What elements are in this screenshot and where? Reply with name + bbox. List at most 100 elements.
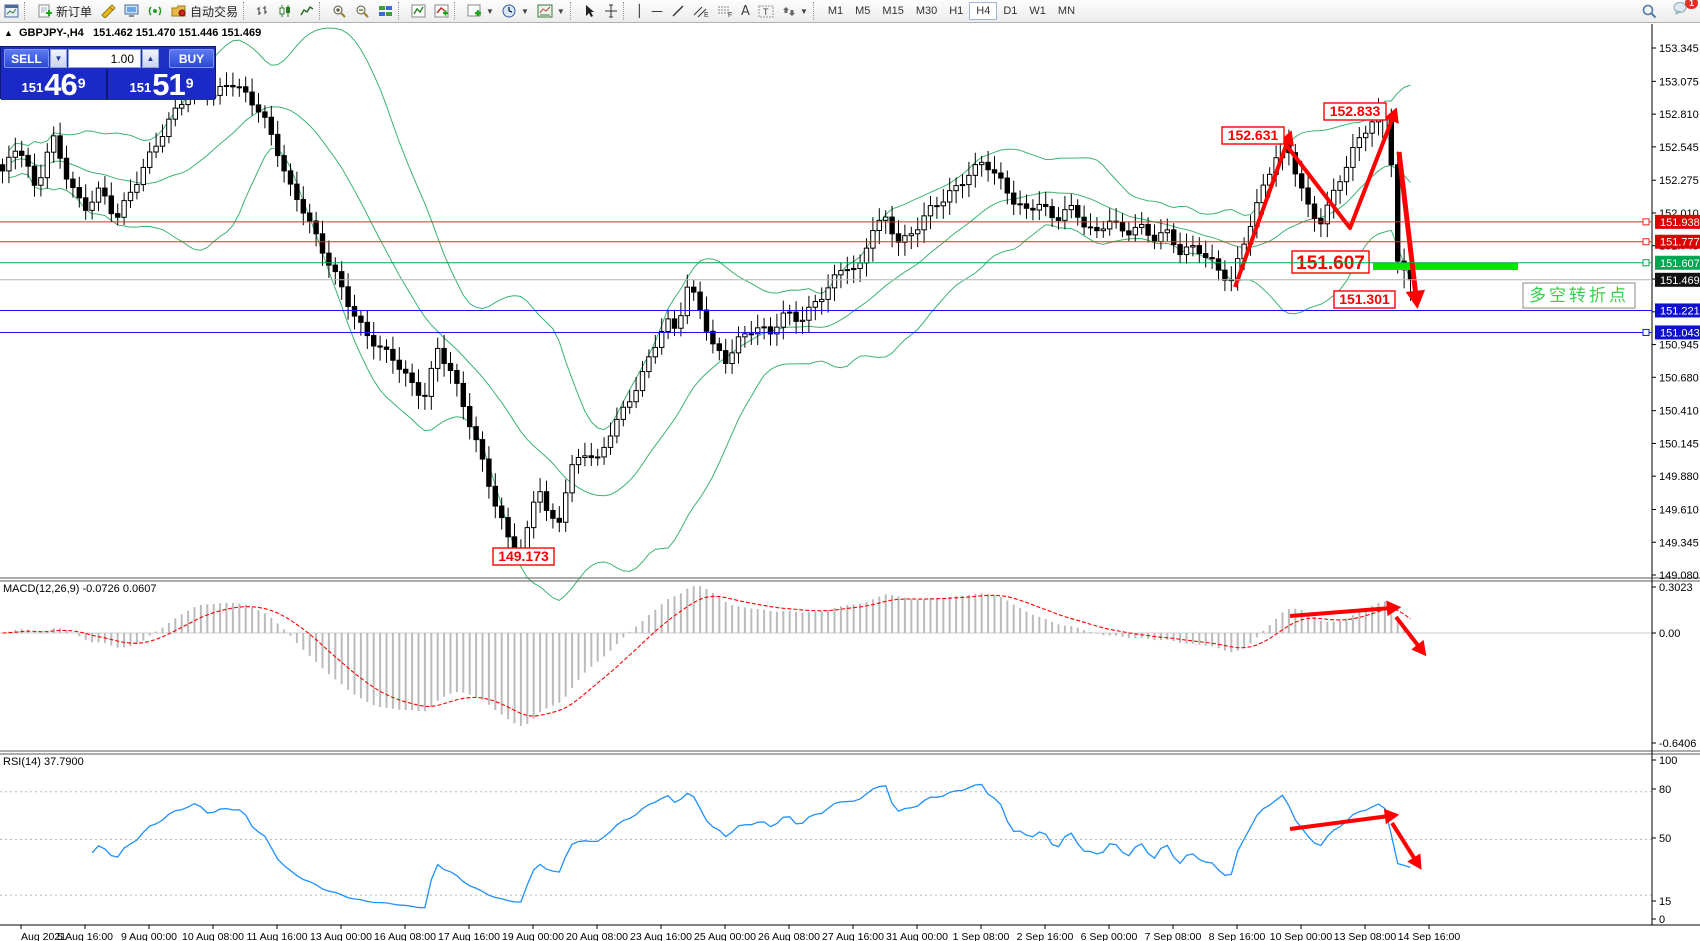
price-tag xyxy=(1655,325,1700,340)
svg-text:0.00: 0.00 xyxy=(1659,628,1680,640)
cursor-button[interactable] xyxy=(579,1,600,21)
red-arrow[interactable] xyxy=(1394,615,1427,657)
bid-big-digits: 46 xyxy=(44,67,77,102)
ask-quote[interactable]: 151 51 9 xyxy=(108,69,215,100)
autotrading-button[interactable]: 自动交易 xyxy=(167,1,242,21)
bar-chart-button[interactable] xyxy=(252,1,274,21)
annotations[interactable]: 152.631 152.833 151.607 151.301 149.173 多空转折点 xyxy=(492,102,1636,870)
price-tag xyxy=(1655,214,1700,229)
signals-button[interactable] xyxy=(144,1,167,21)
timeframe-m15[interactable]: M15 xyxy=(882,5,904,17)
notifications-button[interactable]: 1 xyxy=(1669,0,1698,21)
annotation-price-label[interactable]: 151.301 xyxy=(1333,290,1396,309)
green-support-bar[interactable] xyxy=(1373,263,1518,270)
toolbar-separator xyxy=(243,2,251,20)
text-label-button[interactable]: T xyxy=(754,1,778,21)
bb-lower xyxy=(8,147,1411,602)
zoom-out-button[interactable] xyxy=(351,1,374,21)
zoom-in-button[interactable] xyxy=(328,1,351,21)
svg-text:10 Sep 00:00: 10 Sep 00:00 xyxy=(1270,931,1333,941)
indicator-panels xyxy=(0,585,1652,909)
periods-button[interactable]: ▼ xyxy=(498,1,533,21)
new-order-button[interactable]: 新订单 xyxy=(33,1,96,21)
svg-text:151.221: 151.221 xyxy=(1660,305,1700,317)
text-button[interactable]: A xyxy=(737,1,754,21)
timeframe-d1[interactable]: D1 xyxy=(1003,5,1018,17)
new-order-label: 新订单 xyxy=(56,4,93,19)
price-line-151.221[interactable]: 151.221 xyxy=(0,303,1700,318)
timeframe-m1[interactable]: M1 xyxy=(827,5,844,17)
vertical-line-button[interactable]: │ xyxy=(632,1,647,21)
red-arrow[interactable] xyxy=(1285,107,1399,230)
volume-increase-button[interactable]: ▲ xyxy=(142,49,159,68)
bid-quote[interactable]: 151 46 9 xyxy=(1,69,108,100)
red-arrow[interactable] xyxy=(1396,151,1426,309)
svg-text:149.610: 149.610 xyxy=(1659,505,1699,517)
chevron-down-icon: ▼ xyxy=(486,6,494,16)
svg-text:80: 80 xyxy=(1659,784,1671,796)
timeframe-w1[interactable]: W1 xyxy=(1029,5,1046,17)
candlestick-chart-button[interactable] xyxy=(274,1,296,21)
chart-title: ▲ GBPJPY-,H4 151.462 151.470 151.446 151… xyxy=(4,27,261,39)
price-line-151.938[interactable]: 151.938 xyxy=(0,214,1700,229)
chevron-up-icon: ▲ xyxy=(146,54,155,63)
macd-label: MACD(12,26,9) -0.0726 0.0607 xyxy=(3,583,157,595)
templates-button[interactable]: ▼ xyxy=(533,1,569,21)
svg-text:16 Aug 08:00: 16 Aug 08:00 xyxy=(374,931,436,941)
tile-windows-button[interactable] xyxy=(374,1,397,21)
price-line-151.043[interactable]: 151.043 xyxy=(0,325,1700,340)
arrows-button[interactable]: ▼ xyxy=(778,1,812,21)
toolbar-separator xyxy=(24,2,32,20)
tile-windows-icon xyxy=(379,6,393,16)
price-tag xyxy=(1655,255,1700,270)
channel-button[interactable]: E xyxy=(689,1,713,21)
buy-button[interactable]: BUY xyxy=(169,49,214,68)
price-lines[interactable]: 151.938 151.777 151.607 151.469 151.221 151.0… xyxy=(0,214,1700,340)
red-arrow[interactable] xyxy=(1289,808,1400,831)
red-arrow[interactable] xyxy=(1233,130,1294,288)
annotation-price-label[interactable]: 149.173 xyxy=(492,547,555,566)
annotation-price-label[interactable]: 151.607 xyxy=(1291,250,1370,274)
horizontal-line-button[interactable]: — xyxy=(647,1,667,21)
chevron-down-icon: ▼ xyxy=(520,6,529,16)
add-chart-button[interactable]: ▼ xyxy=(463,1,498,21)
annotation-price-label[interactable]: 152.833 xyxy=(1323,102,1387,121)
chevron-down-icon: ▼ xyxy=(54,54,63,63)
timeframe-h4[interactable]: H4 xyxy=(969,2,998,20)
search-button[interactable] xyxy=(1638,1,1661,21)
price-line-151.777[interactable]: 151.777 xyxy=(0,234,1700,249)
timeframe-m30[interactable]: M30 xyxy=(915,5,938,17)
indicators-button[interactable] xyxy=(407,1,430,21)
pivot-point-label[interactable]: 多空转折点 xyxy=(1522,282,1636,309)
svg-text:153.075: 153.075 xyxy=(1659,76,1699,88)
line-chart-button[interactable] xyxy=(296,1,318,21)
indicator-list-button[interactable] xyxy=(430,1,453,21)
metaeditor-button[interactable] xyxy=(96,1,120,21)
market-watch-button[interactable] xyxy=(120,1,144,21)
trendline-button[interactable] xyxy=(667,1,689,21)
new-order-icon xyxy=(38,4,52,17)
annotation-price-label[interactable]: 152.631 xyxy=(1221,126,1285,145)
sell-button[interactable]: SELL xyxy=(4,49,49,68)
bid-prefix: 151 xyxy=(21,80,44,95)
price-line-151.607[interactable]: 151.607 xyxy=(0,255,1700,270)
red-arrow[interactable] xyxy=(1390,821,1422,870)
candles[interactable] xyxy=(0,72,1414,564)
price-line-151.469[interactable]: 151.469 xyxy=(0,272,1700,287)
search-icon xyxy=(1642,4,1657,18)
fibonacci-button[interactable]: F xyxy=(713,1,737,21)
svg-text:153.345: 153.345 xyxy=(1659,43,1699,55)
svg-text:6 Sep 00:00: 6 Sep 00:00 xyxy=(1081,931,1138,941)
red-arrow[interactable] xyxy=(1289,600,1402,618)
chart-window-button[interactable] xyxy=(0,1,23,21)
volume-decrease-button[interactable]: ▼ xyxy=(50,49,67,68)
volume-input[interactable] xyxy=(68,49,141,68)
timeframe-mn[interactable]: MN xyxy=(1057,5,1076,17)
svg-text:25 Aug 00:00: 25 Aug 00:00 xyxy=(694,931,756,941)
collapse-triangle-icon[interactable]: ▲ xyxy=(4,28,13,38)
crosshair-button[interactable] xyxy=(600,1,622,21)
symbol-period-label: GBPJPY-,H4 xyxy=(18,27,84,39)
timeframe-h1[interactable]: H1 xyxy=(949,5,964,17)
timeframe-m5[interactable]: M5 xyxy=(855,5,871,17)
